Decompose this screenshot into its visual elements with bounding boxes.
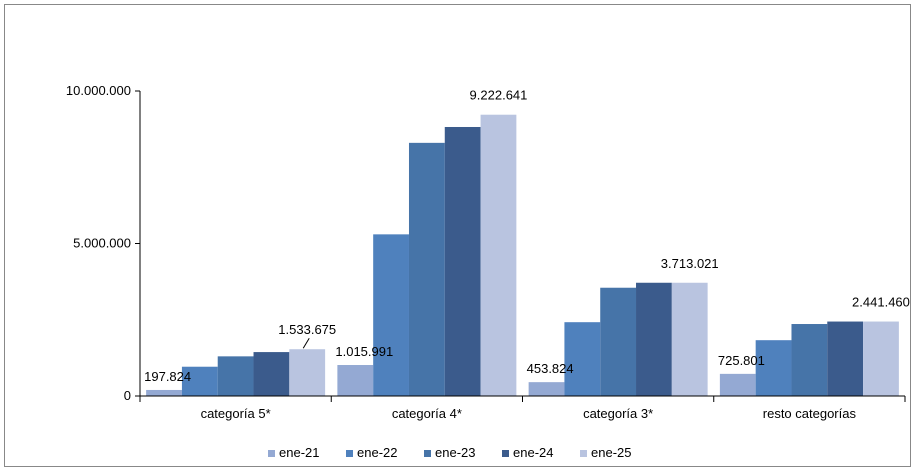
- bar-ene-23-3: [791, 324, 828, 396]
- bar-ene-25-3: [863, 321, 899, 396]
- data-label: 9.222.641: [470, 88, 528, 103]
- bar-ene-22-0: [181, 366, 218, 396]
- bar-ene-24-0: [253, 352, 290, 396]
- bar-ene-22-3: [755, 340, 792, 396]
- bar-ene-24-2: [636, 282, 672, 396]
- legend-swatch-ene-25: [580, 450, 587, 457]
- bar-ene-25-2: [671, 282, 708, 396]
- legend-swatch-ene-22: [346, 450, 353, 457]
- x-category-label: categoría 5*: [201, 406, 271, 421]
- legend-swatch-ene-24: [502, 450, 509, 457]
- legend-label: ene-21: [279, 445, 319, 460]
- data-label: 197.824: [144, 369, 191, 384]
- data-label-leader: [302, 337, 310, 349]
- legend-label: ene-23: [435, 445, 475, 460]
- bar-ene-25-1: [480, 114, 517, 397]
- data-label: 3.713.021: [661, 256, 719, 271]
- x-category-label: resto categorías: [763, 406, 857, 421]
- y-tick-label: 0: [124, 388, 131, 403]
- data-label: 1.015.991: [335, 344, 393, 359]
- bar-ene-25-0: [289, 349, 326, 396]
- legend-label: ene-25: [591, 445, 631, 460]
- data-label: 2.441.460: [852, 295, 910, 310]
- x-category-label: categoría 3*: [583, 406, 653, 421]
- bar-ene-24-3: [827, 321, 864, 396]
- legend-label: ene-24: [513, 445, 553, 460]
- bar-ene-24-1: [444, 126, 481, 397]
- bar-ene-23-0: [217, 356, 254, 396]
- bar-ene-22-2: [564, 322, 601, 396]
- bar-ene-21-0: [146, 389, 182, 396]
- legend-swatch-ene-21: [268, 450, 275, 457]
- legend-swatch-ene-23: [424, 450, 431, 457]
- bar-ene-23-2: [600, 287, 637, 396]
- bar-ene-23-1: [408, 142, 445, 396]
- data-label: 725.801: [718, 353, 765, 368]
- data-label: 1.533.675: [278, 322, 336, 337]
- legend-label: ene-22: [357, 445, 397, 460]
- data-label: 453.824: [527, 361, 574, 376]
- y-tick-label: 10.000.000: [66, 83, 131, 98]
- bar-ene-22-1: [373, 234, 409, 396]
- bar-ene-21-2: [528, 382, 565, 396]
- x-category-label: categoría 4*: [392, 406, 462, 421]
- bar-ene-21-3: [719, 373, 756, 396]
- bar-ene-21-1: [337, 365, 374, 396]
- y-tick-label: 5.000.000: [73, 236, 131, 251]
